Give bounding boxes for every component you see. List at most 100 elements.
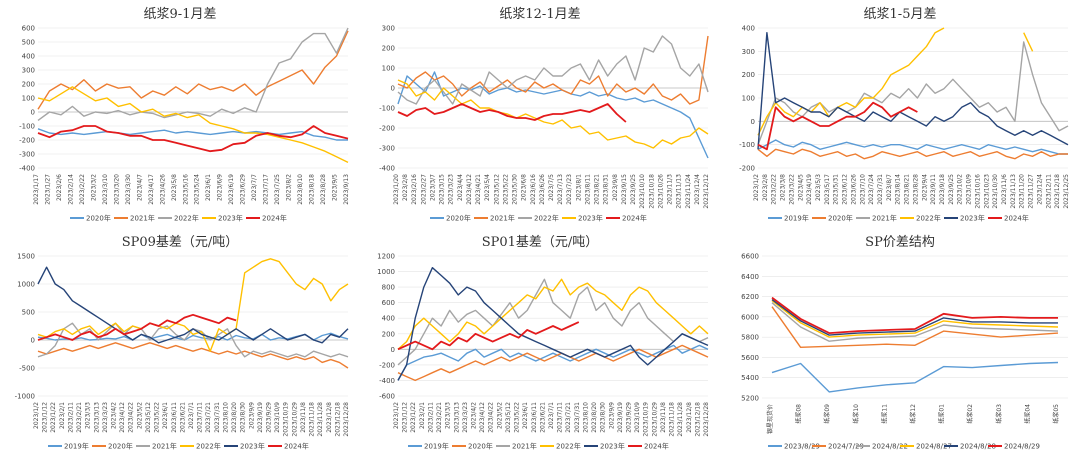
x-tick-label: 2023/11/13 bbox=[1010, 174, 1017, 209]
chart-title: SP01基差（元/吨） bbox=[482, 235, 599, 250]
y-tick-label: -300 bbox=[19, 151, 35, 159]
x-tick-label: 2023/5/12 bbox=[145, 402, 152, 433]
x-tick-label: 2023/9/25 bbox=[948, 174, 955, 205]
x-tick-label: 2023/6/26 bbox=[539, 174, 546, 205]
x-tick-label: 2023/11/27 bbox=[1028, 174, 1035, 209]
x-tick-label: 2023/7/21 bbox=[565, 402, 572, 433]
x-tick-label: 2023/8/28 bbox=[320, 174, 327, 205]
x-tick-label: 2023/1/20 bbox=[393, 174, 400, 205]
x-tick-label: 纸浆03 bbox=[995, 404, 1003, 424]
y-tick-label: 0 bbox=[31, 337, 35, 345]
series-line bbox=[397, 267, 709, 381]
series-line bbox=[37, 86, 349, 164]
x-tick-label: 2023/5/31 bbox=[833, 174, 840, 205]
y-tick-label: 1500 bbox=[17, 253, 35, 261]
x-tick-label: 2023/8/18 bbox=[309, 174, 316, 205]
x-tick-label: 2023/2/11 bbox=[427, 402, 434, 433]
x-tick-label: 2023/6/21 bbox=[179, 402, 186, 433]
x-tick-label: 2023/6/11 bbox=[171, 402, 178, 433]
x-tick-label: 2023/5/24 bbox=[194, 174, 201, 205]
x-tick-label: 2023/3/3 bbox=[85, 402, 92, 429]
x-tick-label: 2023/7/11 bbox=[557, 402, 564, 433]
x-tick-label: 2023/5/22 bbox=[154, 402, 161, 433]
y-tick-label: -200 bbox=[379, 125, 395, 133]
chart-title: 纸浆1-5月差 bbox=[864, 7, 937, 22]
legend-label: 2024年 bbox=[1004, 214, 1029, 223]
x-tick-label: 2023/6/1 bbox=[162, 402, 169, 429]
y-tick-label: 400 bbox=[22, 53, 35, 61]
x-tick-label: 2023/8/14 bbox=[895, 174, 902, 205]
x-tick-label: 2023/3/7 bbox=[429, 174, 436, 201]
x-tick-label: 2023/1/17 bbox=[33, 174, 40, 205]
y-tick-label: 5800 bbox=[741, 334, 759, 342]
x-tick-label: 2023/11/18 bbox=[309, 402, 316, 437]
x-tick-label: 2023/9/18 bbox=[939, 174, 946, 205]
x-tick-label: 2023/5/2 bbox=[136, 402, 143, 429]
chart-title: 纸浆9-1月差 bbox=[144, 7, 217, 22]
y-tick-label: 6200 bbox=[741, 293, 759, 301]
chart-title: SP价差结构 bbox=[865, 235, 935, 250]
x-tick-label: 2023/3/2 bbox=[90, 174, 97, 201]
x-tick-label: 2023/4/22 bbox=[488, 402, 495, 433]
series-line bbox=[757, 32, 1069, 150]
x-tick-label: 2023/2/8 bbox=[762, 174, 769, 201]
legend-label: 2021年 bbox=[152, 442, 177, 451]
y-tick-label: 0 bbox=[391, 85, 395, 93]
series-line bbox=[771, 306, 1059, 348]
x-tick-label: 2023/7/13 bbox=[557, 174, 564, 205]
y-tick-label: 0 bbox=[31, 109, 35, 117]
series-line bbox=[757, 148, 1068, 160]
legend-label: 2022年 bbox=[534, 214, 559, 223]
x-tick-label: 2023/3/23 bbox=[102, 402, 109, 433]
series-line bbox=[771, 302, 1059, 342]
legend-label: 2022年 bbox=[556, 442, 581, 451]
x-tick-label: 2023/6/1 bbox=[522, 402, 529, 429]
chart-panel-spread-9-1: 纸浆9-1月差 600 500 400 300 200 100 0 -100 -200 -300 -4… bbox=[0, 0, 360, 227]
x-tick-label: 2023/2/14 bbox=[67, 174, 74, 205]
x-tick-label: 2023/12/4 bbox=[1036, 174, 1043, 205]
y-tick-label: 1000 bbox=[17, 281, 35, 289]
x-tick-label: 2023/8/10 bbox=[582, 402, 589, 433]
x-tick-label: 2023/5/3 bbox=[815, 174, 822, 201]
x-tick-label: 2023/10/30 bbox=[992, 174, 999, 209]
x-tick-label: 2023/7/21 bbox=[205, 402, 212, 433]
x-tick-label: 2023/8/20 bbox=[591, 402, 598, 433]
chart-svg: SP价差结构 6600 6400 6200 6000 5800 5600 5400 5200 银星… bbox=[741, 235, 1068, 451]
x-tick-label: 2023/10/2 bbox=[957, 174, 964, 205]
x-tick-label: 2023/4/5 bbox=[797, 174, 804, 201]
legend-label: 2020年 bbox=[828, 214, 853, 223]
y-tick-label: 200 bbox=[382, 45, 395, 53]
y-tick-label: -500 bbox=[19, 365, 35, 373]
y-tick-label: -400 bbox=[19, 165, 35, 173]
y-tick-label: 100 bbox=[22, 95, 35, 103]
x-tick-label: 2023/4/2 bbox=[111, 402, 118, 429]
y-tick-label: 800 bbox=[382, 284, 395, 292]
x-tick-label: 2023/12/18 bbox=[694, 402, 701, 437]
x-tick-label: 2023/9/19 bbox=[617, 402, 624, 433]
x-tick-label: 2023/12/28 bbox=[343, 402, 350, 437]
x-tick-label: 2023/7/31 bbox=[214, 402, 221, 433]
x-tick-label: 2023/7/1 bbox=[548, 402, 555, 429]
y-tick-label: 5600 bbox=[741, 354, 759, 362]
x-tick-label: 2023/2/21 bbox=[76, 402, 83, 433]
legend-label: 2019年 bbox=[64, 442, 89, 451]
series-line bbox=[397, 103, 627, 123]
y-tick-label: 300 bbox=[742, 48, 755, 56]
x-tick-label: 纸浆02 bbox=[966, 404, 974, 424]
x-tick-label: 2023/1/22 bbox=[410, 402, 417, 433]
y-tick-label: 200 bbox=[742, 71, 755, 79]
y-tick-label: 100 bbox=[742, 95, 755, 103]
legend-label: 2021年 bbox=[872, 214, 897, 223]
x-tick-label: 2023/2/1 bbox=[59, 402, 66, 429]
x-tick-label: 2023/4/19 bbox=[806, 174, 813, 205]
x-tick-label: 2023/6/9 bbox=[217, 174, 224, 201]
x-tick-label: 纸浆10 bbox=[852, 404, 860, 424]
x-tick-label: 2023/5/17 bbox=[824, 174, 831, 205]
x-tick-label: 2023/10/23 bbox=[983, 174, 990, 209]
y-tick-label: -200 bbox=[379, 361, 395, 369]
y-tick-label: 500 bbox=[22, 309, 35, 317]
x-tick-label: 2023/8/21 bbox=[594, 174, 601, 205]
series-line bbox=[771, 361, 1059, 393]
legend-label: 2021年 bbox=[490, 214, 515, 223]
